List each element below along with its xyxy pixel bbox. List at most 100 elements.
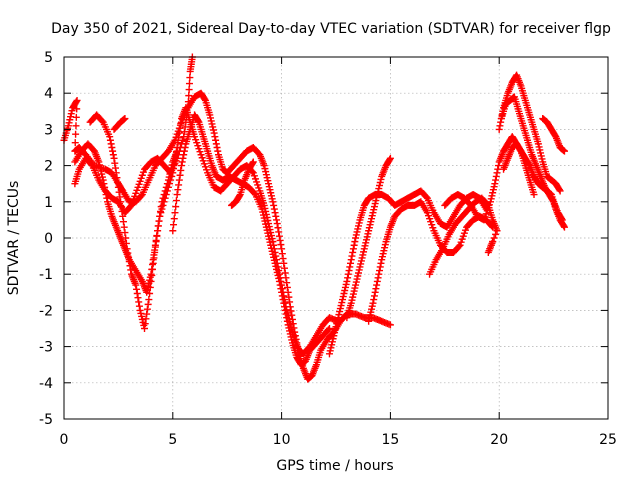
data-point: [347, 256, 355, 264]
data-point: [371, 288, 379, 296]
data-point: [156, 207, 164, 215]
data-point: [175, 176, 183, 184]
data-point: [376, 267, 384, 275]
data-point: [555, 186, 563, 194]
data-point: [493, 227, 501, 235]
data-point: [179, 136, 187, 144]
y-tick-label: -4: [39, 376, 53, 392]
data-point: [530, 191, 538, 199]
data-point: [281, 264, 289, 272]
data-point: [126, 262, 134, 270]
x-axis-label: GPS time / hours: [276, 458, 393, 474]
data-point: [72, 113, 80, 121]
series-track-14: [497, 93, 566, 224]
data-point: [170, 221, 178, 229]
data-point: [149, 259, 157, 267]
data-point: [249, 159, 257, 167]
data-point: [373, 277, 381, 285]
data-point: [116, 193, 124, 201]
data-point: [556, 187, 564, 195]
data-point: [194, 117, 202, 125]
data-point: [283, 314, 291, 322]
x-tick-label: 5: [168, 432, 177, 448]
data-point: [278, 288, 286, 296]
data-point: [325, 325, 333, 332]
data-point: [386, 321, 394, 329]
data-point: [133, 290, 141, 298]
data-point: [174, 186, 182, 194]
data-point: [172, 203, 180, 211]
data-point: [272, 212, 280, 220]
data-point: [351, 238, 359, 246]
data-point: [277, 241, 285, 249]
data-point: [275, 277, 283, 285]
data-point: [278, 245, 286, 253]
data-point: [137, 192, 145, 200]
data-point: [119, 212, 127, 220]
data-point: [346, 263, 354, 271]
data-point: [386, 156, 394, 164]
data-point: [492, 172, 500, 180]
data-point: [285, 293, 293, 301]
y-tick-label: 4: [44, 86, 53, 102]
data-point: [72, 130, 80, 138]
data-point: [344, 270, 352, 278]
data-point: [186, 74, 194, 82]
data-point: [109, 151, 117, 159]
data-point: [560, 222, 568, 230]
data-point: [492, 230, 500, 238]
data-point: [370, 292, 378, 300]
data-point: [386, 154, 394, 162]
data-point: [181, 144, 189, 151]
data-point: [169, 227, 177, 235]
data-point: [147, 270, 155, 278]
data-point: [182, 118, 190, 126]
y-tick-label: -2: [39, 303, 53, 319]
data-point: [123, 245, 131, 253]
data-point: [109, 147, 117, 155]
data-point: [72, 98, 80, 106]
data-point: [286, 298, 294, 306]
data-point: [184, 98, 192, 106]
data-point: [178, 162, 186, 170]
data-point: [106, 136, 114, 144]
data-point: [183, 113, 191, 121]
grid: [64, 57, 608, 419]
data-point: [175, 129, 183, 137]
data-point: [122, 234, 130, 242]
data-point: [175, 181, 183, 189]
data-point: [213, 144, 221, 151]
series-track-6: [169, 111, 333, 369]
data-point: [111, 159, 119, 167]
y-tick-label: 0: [44, 231, 53, 247]
data-point: [344, 274, 352, 282]
data-point: [135, 302, 143, 310]
data-point: [157, 203, 165, 211]
data-point: [249, 158, 257, 166]
data-point: [274, 224, 282, 232]
data-point: [372, 285, 380, 293]
data-point: [422, 193, 430, 201]
data-point: [214, 147, 222, 155]
data-point: [87, 160, 95, 168]
data-point: [280, 299, 288, 307]
data-point: [185, 92, 193, 100]
data-point: [154, 227, 162, 235]
data-point: [516, 146, 524, 154]
data-points: [60, 53, 568, 383]
data-point: [150, 254, 158, 262]
data-point: [153, 232, 161, 240]
data-point: [183, 109, 191, 117]
x-tick-label: 25: [599, 432, 617, 448]
y-tick-label: -3: [39, 340, 53, 356]
data-point: [348, 252, 356, 260]
chart-title: Day 350 of 2021, Sidereal Day-to-day VTE…: [51, 21, 611, 37]
data-point: [276, 236, 284, 244]
data-point: [369, 299, 377, 307]
y-axis-label: SDTVAR / TECUs: [6, 181, 22, 296]
x-tick-label: 15: [381, 432, 399, 448]
series-track-15: [500, 140, 538, 199]
data-point: [283, 279, 291, 287]
